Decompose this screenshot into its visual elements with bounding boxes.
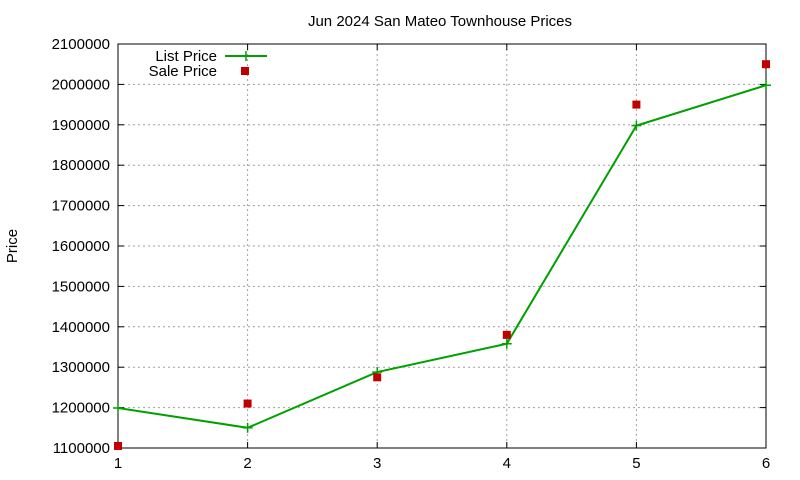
y-tick-label: 1700000 bbox=[52, 198, 110, 215]
series-layer bbox=[113, 60, 771, 450]
data-point-sale-price bbox=[373, 373, 382, 382]
y-tick-label: 1100000 bbox=[53, 440, 110, 457]
y-tick-label: 2000000 bbox=[52, 76, 110, 93]
legend-label-sale-price: Sale Price bbox=[149, 63, 217, 80]
data-point-sale-price bbox=[632, 100, 641, 109]
y-tick-label: 2100000 bbox=[52, 36, 110, 53]
y-tick-label: 1800000 bbox=[52, 157, 110, 174]
y-tick-label: 1300000 bbox=[52, 359, 110, 376]
y-tick-label: 1500000 bbox=[52, 278, 110, 295]
data-point-list-price bbox=[113, 403, 123, 414]
y-tick-label: 1400000 bbox=[52, 319, 110, 336]
legend-plus-marker bbox=[241, 51, 251, 61]
grid-lines bbox=[118, 44, 766, 448]
series-line-list-price bbox=[117, 84, 767, 429]
x-tick-label: 2 bbox=[243, 455, 251, 472]
data-point-list-price bbox=[631, 120, 642, 131]
data-point-sale-price bbox=[762, 60, 770, 69]
x-tick-label: 1 bbox=[114, 455, 122, 472]
y-tick-label: 1900000 bbox=[52, 117, 110, 134]
data-point-list-price bbox=[761, 80, 771, 91]
legend-marker-sale-price bbox=[241, 67, 249, 75]
y-axis-label: Price bbox=[4, 229, 21, 263]
y-tick-label: 1200000 bbox=[52, 400, 110, 417]
y-tick-label: 1600000 bbox=[52, 238, 110, 255]
data-point-sale-price bbox=[243, 399, 252, 408]
x-tick-label: 5 bbox=[632, 455, 640, 472]
x-tick-label: 6 bbox=[762, 455, 770, 472]
data-point-list-price bbox=[242, 422, 253, 433]
legend-marker-list-price bbox=[241, 51, 251, 61]
x-tick-label: 4 bbox=[503, 455, 511, 472]
data-point-sale-price bbox=[502, 330, 511, 339]
chart-title: Jun 2024 San Mateo Townhouse Prices bbox=[308, 13, 572, 30]
axis-ticks: 1100000 1200000 1300000 1400000 1500000 16000… bbox=[52, 36, 771, 472]
legend: List Price Sale Price bbox=[149, 48, 267, 80]
data-point-sale-price bbox=[114, 441, 122, 450]
legend-label-list-price: List Price bbox=[155, 48, 217, 65]
data-point-list-price bbox=[501, 338, 512, 349]
x-tick-label: 3 bbox=[373, 455, 381, 472]
